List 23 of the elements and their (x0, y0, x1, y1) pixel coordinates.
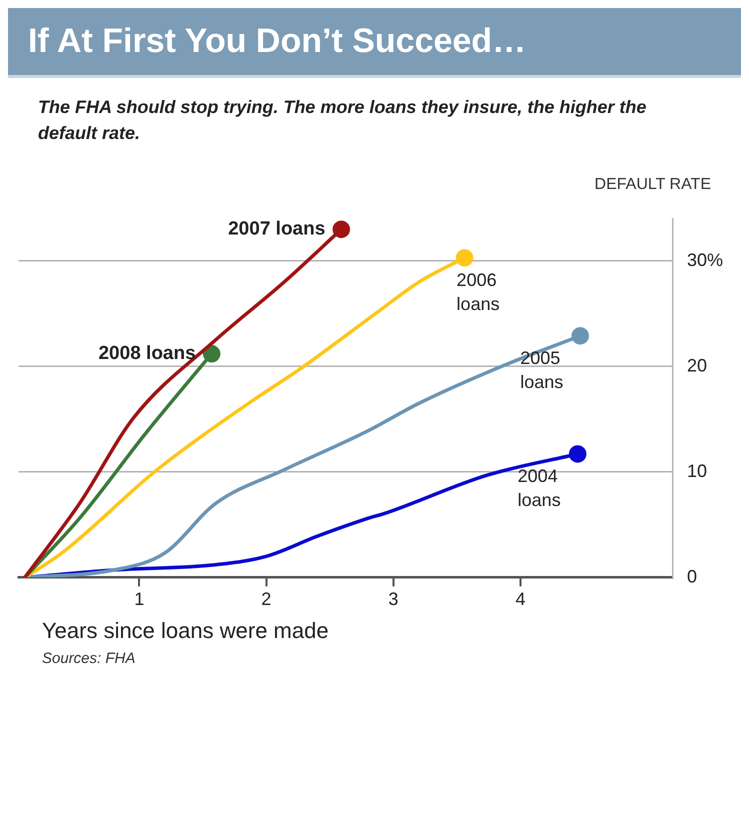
series-label: 2008 loans (98, 343, 196, 364)
series-label: 2007 loans (228, 218, 326, 240)
y-tick-label: 10 (686, 460, 708, 481)
x-tick-label: 3 (388, 589, 398, 610)
x-tick-label: 1 (134, 589, 144, 610)
point (568, 445, 586, 463)
chart-subtitle: The FHA should stop trying. The more loans they insure, the higher the default rate. (37, 96, 648, 145)
y-tick-label: 30% (686, 250, 724, 270)
series-label: 2004 loans (518, 466, 561, 510)
point (332, 220, 350, 238)
series-label: 2005 loans (520, 348, 564, 392)
y-tick-label: 0 (686, 566, 697, 586)
point (202, 345, 220, 363)
y-tick-label: 20 (686, 355, 708, 376)
point (456, 249, 474, 267)
x-tick-label: 4 (515, 589, 526, 610)
y-axis-title: DEFAULT RATE (594, 175, 712, 194)
point (571, 327, 589, 345)
x-tick-label: 2 (261, 589, 272, 610)
series-label: 2006 loans (456, 270, 500, 314)
chart-title: If At First You Don’t Succeed… (8, 8, 741, 78)
source-note: Sources: FHA (41, 649, 136, 667)
x-axis-title: Years since loans were made (41, 617, 330, 644)
